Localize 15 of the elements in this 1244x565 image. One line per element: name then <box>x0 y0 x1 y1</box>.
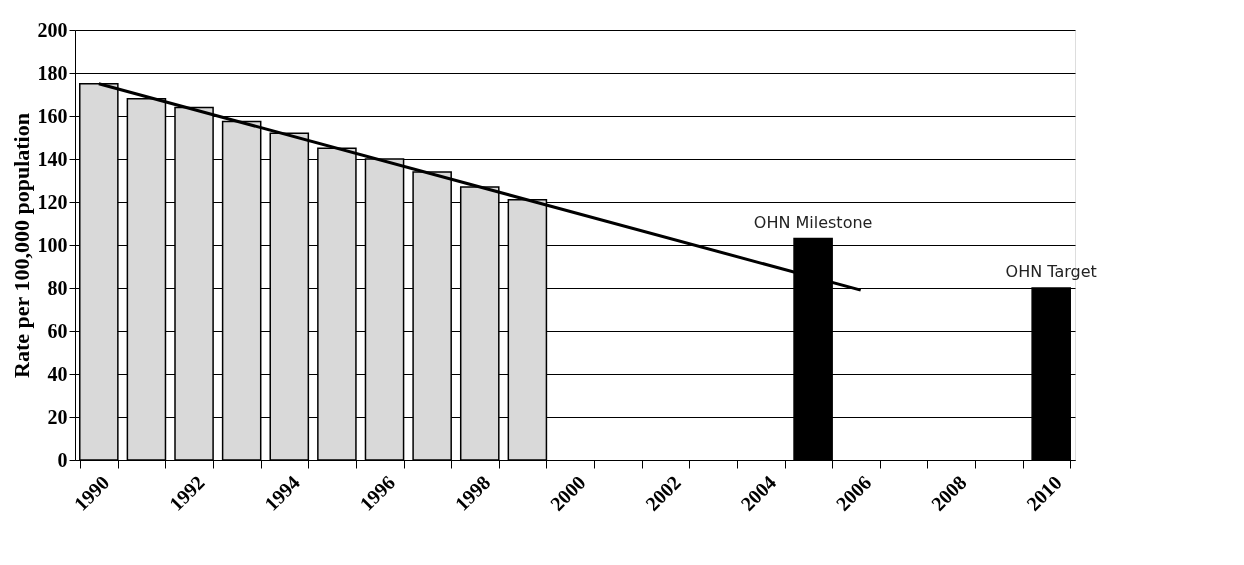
x-tick-label: 1990 <box>69 471 114 515</box>
y-tick-label: 60 <box>47 319 68 342</box>
y-tick-label: 120 <box>37 190 68 213</box>
y-axis-title: Rate per 100,000 population <box>8 113 34 378</box>
y-tick-label: 40 <box>47 362 68 385</box>
y-tick-label: 160 <box>37 104 68 127</box>
data-label: OHN Milestone <box>753 212 873 232</box>
y-tick-label: 100 <box>37 233 68 256</box>
y-tick-label: 80 <box>47 276 68 299</box>
data-label: OHN Target <box>1005 262 1097 281</box>
y-tick-label: 20 <box>47 405 68 428</box>
y-tick-label: 200 <box>37 18 68 41</box>
y-tick-label: 180 <box>37 61 68 84</box>
y-tick-label: 140 <box>37 147 68 170</box>
y-tick-label: 0 <box>57 448 68 471</box>
